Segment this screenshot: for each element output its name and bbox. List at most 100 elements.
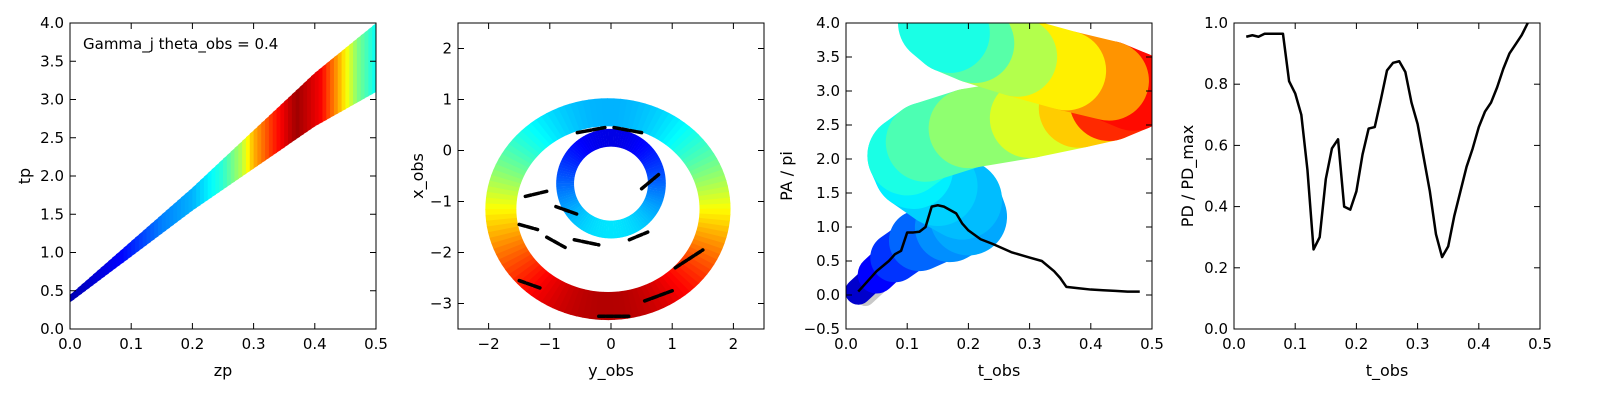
panel-1-ylabel: tp (15, 168, 34, 184)
ring-1-segment (489, 230, 521, 244)
band-segment (353, 38, 358, 105)
ring-2-segment (642, 201, 659, 214)
ring-2-segment (572, 142, 587, 158)
ring-2-segment (639, 205, 656, 219)
ring-1-segment (691, 163, 723, 180)
band-segment (265, 115, 270, 161)
x-tick-label: −2 (478, 335, 500, 353)
band-segment (261, 119, 266, 164)
band-segment (184, 190, 190, 217)
panel-3-xlabel: t_obs (978, 361, 1021, 381)
band-segment (341, 47, 346, 112)
ring-2-segment (559, 196, 578, 207)
panel-3-ylabel: PA / pi (777, 151, 796, 201)
ring-2-segment (624, 217, 634, 235)
band-segment (135, 234, 140, 254)
ring-1-segment (672, 264, 700, 288)
y-tick-label: 1.5 (816, 184, 840, 202)
ring-2-segment (647, 183, 666, 187)
ring-1-segment (612, 98, 621, 127)
band-segment (326, 60, 331, 120)
y-tick-label: 2.5 (40, 129, 64, 147)
ring-2-segment (612, 128, 617, 147)
x-tick-label: 0.1 (119, 335, 143, 353)
x-tick-label: 0.0 (1222, 335, 1246, 353)
ring-1-segment (501, 148, 532, 169)
band-segment (77, 284, 83, 297)
ring-2-segment (640, 151, 657, 164)
y-tick-label: 1.0 (40, 244, 64, 262)
x-tick-label: 0.4 (303, 335, 327, 353)
ring-2-segment (644, 196, 663, 206)
ring-1-segment (486, 217, 518, 228)
y-tick-label: 1 (442, 91, 452, 109)
band-segment (330, 57, 335, 118)
ring-2-segment (624, 132, 634, 150)
ring-2-segment (560, 158, 579, 169)
ring-1-segment (487, 180, 520, 193)
series-1-line (1245, 23, 1529, 259)
ring-2-segment (570, 208, 585, 223)
ring-1-segment (552, 282, 572, 311)
ring-1-segment (504, 143, 534, 165)
band-segment (173, 200, 178, 225)
ring-1-segment (691, 238, 723, 255)
ring-1-segment (488, 226, 520, 239)
ring-1-segment (649, 110, 670, 138)
panel-1-xlabel: zp (214, 361, 233, 380)
ring-1-segment (588, 98, 599, 128)
ring-1-segment (661, 119, 686, 145)
panel-2-ylabel: x_obs (408, 153, 428, 199)
ring-2-segment (586, 216, 597, 234)
band-segment (200, 176, 205, 206)
ring-2-segment (627, 215, 639, 233)
ring-1-segment (564, 286, 581, 315)
x-tick-label: 0.3 (1406, 335, 1430, 353)
ring-1-segment (689, 158, 720, 176)
ring-2-segment (591, 131, 600, 150)
panel-2-xlabel: y_obs (588, 361, 634, 381)
panel-1-annotation: Gamma_j theta_obs = 0.4 (83, 35, 278, 54)
ring-2-segment (638, 146, 654, 161)
band-segment (196, 180, 201, 208)
ring-2-segment (632, 212, 646, 229)
panel-4-plot-area (1245, 23, 1529, 259)
ring-2-segment (618, 219, 626, 238)
ring-2-segment (602, 129, 608, 148)
ring-2-segment (568, 146, 584, 161)
panel-4: 0.0 0.1 0.2 0.3 0.4 0.5 0.0 0.2 0.4 0.6 0.8 1.0 t_o… (1178, 14, 1552, 381)
ring-1-segment (535, 116, 559, 143)
y-tick-label: 3.0 (816, 82, 840, 100)
band-segment (288, 94, 293, 145)
ring-2-segment (599, 219, 606, 238)
y-tick-label: −2 (430, 244, 452, 262)
ring-1-segment (485, 203, 517, 210)
ring-1-segment (687, 153, 718, 172)
ring-2-segment (614, 220, 620, 239)
panel-3-plot-area (846, 23, 1152, 307)
ring-2-segment (642, 155, 660, 167)
panel-4-frame (1233, 22, 1541, 330)
ring-1-segment (582, 290, 595, 319)
y-tick-label: 3.5 (40, 52, 64, 70)
ring-2-segment (647, 185, 666, 190)
ring-2-segment (557, 166, 576, 175)
ring-2-segment (559, 161, 578, 171)
ring-1-segment (665, 122, 690, 148)
x-tick-label: 0.5 (1140, 335, 1164, 353)
ring-2-segment (574, 141, 588, 157)
ring-1-segment (694, 174, 727, 188)
ring-1-segment (681, 143, 711, 165)
ring-2-segment (622, 218, 631, 236)
ring-2-segment (630, 137, 644, 154)
band-segment (203, 173, 209, 203)
ring-1-segment (495, 242, 527, 261)
band-segment (280, 101, 285, 150)
ring-2-segment (616, 129, 623, 148)
ring-1-segment (657, 275, 681, 303)
band-segment (180, 194, 186, 220)
ring-2-segment (560, 198, 579, 209)
y-tick-label: −0.5 (804, 320, 840, 338)
ring-2-segment (556, 177, 575, 182)
ring-2-segment (610, 128, 614, 147)
